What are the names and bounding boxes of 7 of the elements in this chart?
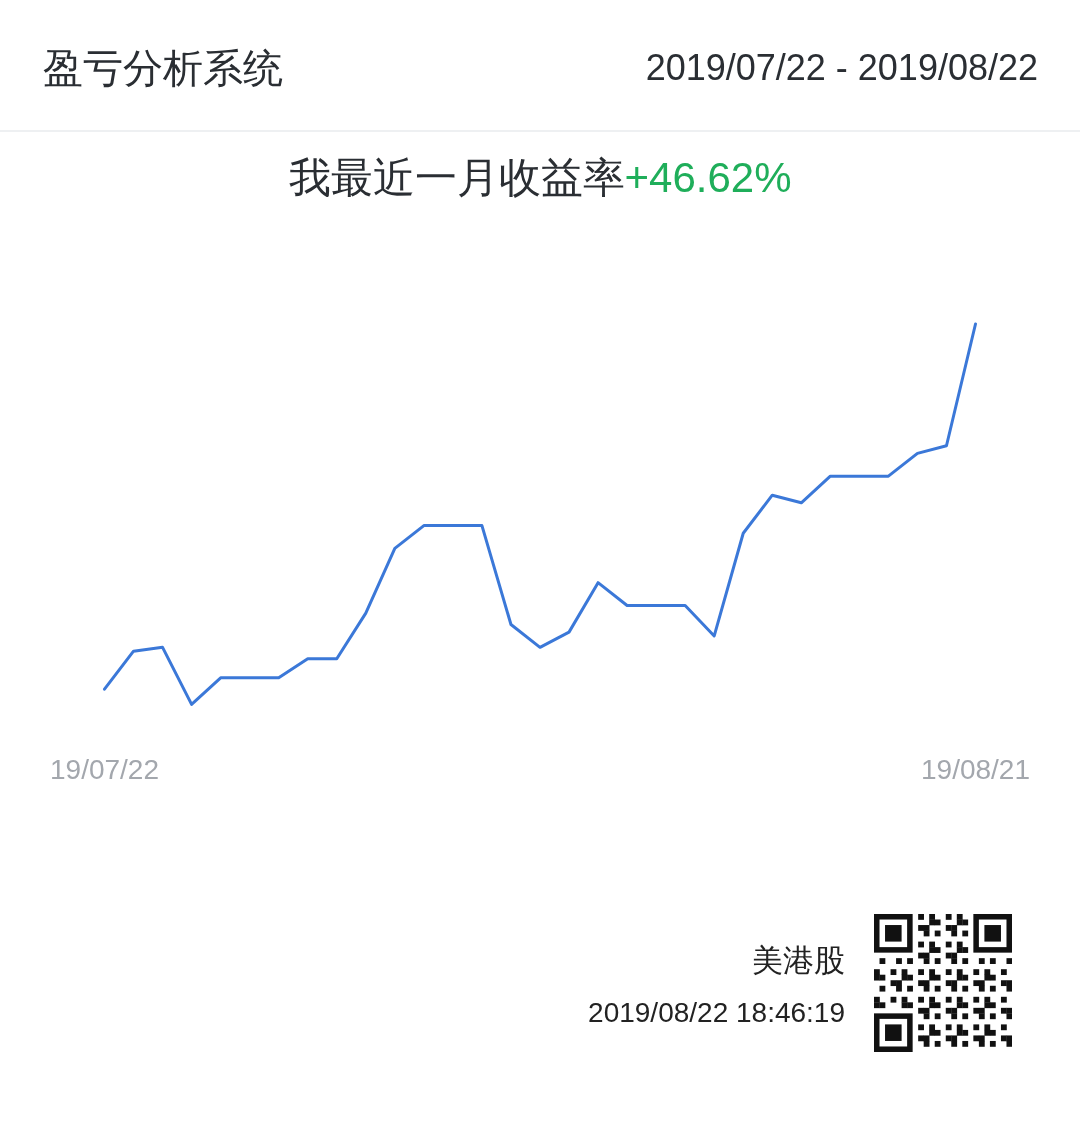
x-tick-label: 19/07/22 (50, 753, 159, 785)
text: 2019/08/22 18:46:19 (588, 996, 845, 1030)
x-tick-label: 19/08/21 (921, 753, 1030, 785)
chart-subtitle: 我最近一月收益率+46.62% (287, 153, 793, 203)
chart-title: 盈亏分析系统 (43, 45, 283, 92)
text: 美港股 (752, 942, 845, 980)
text: 2019/07/22 - 2019/08/22 (645, 46, 1038, 90)
